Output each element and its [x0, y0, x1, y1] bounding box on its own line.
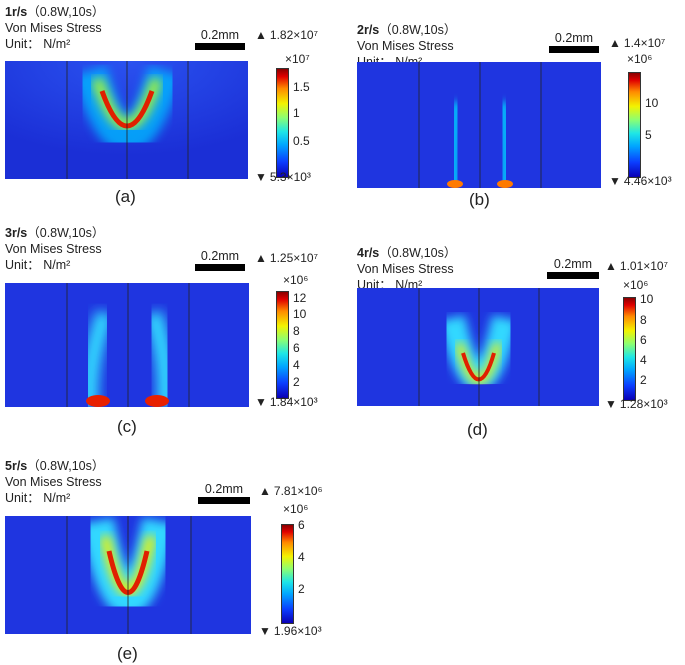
exponent-label: ×10⁶: [283, 273, 309, 287]
down-triangle-icon: ▼: [605, 397, 617, 411]
params-label: （0.8W,10s）: [379, 246, 457, 260]
tick-label: 2: [293, 375, 300, 389]
panel-header: 5r/s（0.8W,10s） Von Mises Stress Unit： N/…: [5, 458, 104, 506]
stress-field-plot: [357, 62, 601, 188]
stress-field-svg: [5, 516, 251, 634]
tick-label: 6: [293, 341, 300, 355]
panel-d: 4r/s（0.8W,10s） Von Mises Stress Unit： N/…: [357, 245, 685, 460]
exponent-label: ×10⁶: [623, 278, 649, 292]
color-bar: [276, 291, 289, 399]
up-triangle-icon: ▲: [259, 484, 271, 498]
exponent-label: ×10⁶: [627, 52, 653, 66]
panel-a: 1r/s（0.8W,10s） Von Mises Stress Unit： N/…: [5, 4, 345, 219]
speed-label: 3r/s: [5, 226, 28, 240]
speed-label: 1r/s: [5, 5, 28, 19]
stress-field-svg: [357, 62, 601, 188]
tick-label: 10: [640, 292, 654, 306]
scale-bar: 0.2mm: [195, 249, 245, 271]
down-triangle-icon: ▼: [255, 395, 267, 409]
panel-header: 3r/s（0.8W,10s） Von Mises Stress Unit： N/…: [5, 225, 104, 273]
panel-e: 5r/s（0.8W,10s） Von Mises Stress Unit： N/…: [5, 458, 345, 665]
up-triangle-icon: ▲: [255, 251, 267, 265]
tick-label: 1.5: [293, 80, 310, 94]
down-triangle-icon: ▼: [609, 174, 621, 188]
max-label: ▲ 1.82×10⁷: [255, 28, 318, 42]
color-bar: [281, 524, 294, 624]
up-triangle-icon: ▲: [605, 259, 617, 273]
unit-label: Unit： N/m²: [5, 491, 71, 505]
panel-caption: (e): [117, 644, 138, 663]
tick-label: 10: [293, 307, 307, 321]
scale-bar: 0.2mm: [198, 482, 250, 504]
panel-header: 1r/s（0.8W,10s） Von Mises Stress Unit： N/…: [5, 4, 104, 52]
tick-label: 4: [293, 358, 300, 372]
panel-c: 3r/s（0.8W,10s） Von Mises Stress Unit： N/…: [5, 225, 345, 440]
stress-title: Von Mises Stress: [5, 21, 102, 35]
tick-label: 6: [298, 518, 305, 532]
stress-title: Von Mises Stress: [357, 39, 454, 53]
stress-field-plot: [357, 288, 599, 406]
speed-label: 2r/s: [357, 23, 380, 37]
up-triangle-icon: ▲: [609, 36, 621, 50]
down-triangle-icon: ▼: [255, 170, 267, 184]
speed-label: 4r/s: [357, 246, 380, 260]
min-label: ▼ 4.46×10³: [609, 174, 672, 188]
tick-label: 12: [293, 291, 307, 305]
tick-label: 4: [298, 550, 305, 564]
stress-field-plot: [5, 283, 249, 407]
stress-title: Von Mises Stress: [5, 242, 102, 256]
scale-bar: 0.2mm: [549, 31, 599, 53]
tick-label: 2: [640, 373, 647, 387]
panel-caption: (b): [469, 190, 490, 209]
color-bar: [628, 72, 641, 178]
stress-field-svg: [5, 283, 249, 407]
stress-title: Von Mises Stress: [5, 475, 102, 489]
color-bar: [623, 297, 636, 401]
panel-b: 2r/s（0.8W,10s） Von Mises Stress Unit： N/…: [357, 22, 685, 237]
stress-field-svg: [5, 61, 248, 179]
tick-label: 10: [645, 96, 659, 110]
up-triangle-icon: ▲: [255, 28, 267, 42]
params-label: （0.8W,10s）: [27, 5, 105, 19]
max-label: ▲ 1.4×10⁷: [609, 36, 666, 50]
exponent-label: ×10⁶: [283, 502, 309, 516]
min-label: ▼ 1.84×10³: [255, 395, 318, 409]
scale-bar: 0.2mm: [195, 28, 245, 50]
tick-label: 5: [645, 128, 652, 142]
speed-label: 5r/s: [5, 459, 28, 473]
tick-label: 8: [293, 324, 300, 338]
min-label: ▼ 1.96×10³: [259, 624, 322, 638]
params-label: （0.8W,10s）: [379, 23, 457, 37]
tick-label: 8: [640, 313, 647, 327]
panel-caption: (d): [467, 420, 488, 439]
stress-field-svg: [357, 288, 599, 406]
min-label: ▼ 5.3×10³: [255, 170, 311, 184]
params-label: （0.8W,10s）: [27, 459, 105, 473]
tick-label: 2: [298, 582, 305, 596]
panel-caption: (c): [117, 417, 137, 436]
max-label: ▲ 7.81×10⁶: [259, 484, 323, 498]
params-label: （0.8W,10s）: [27, 226, 105, 240]
unit-label: Unit： N/m²: [5, 258, 71, 272]
tick-label: 1: [293, 106, 300, 120]
stress-title: Von Mises Stress: [357, 262, 454, 276]
max-label: ▲ 1.01×10⁷: [605, 259, 668, 273]
stress-field-plot: [5, 516, 251, 634]
tick-label: 6: [640, 333, 647, 347]
unit-label: Unit： N/m²: [5, 37, 71, 51]
stress-field-plot: [5, 61, 248, 179]
tick-label: 4: [640, 353, 647, 367]
panel-caption: (a): [115, 187, 136, 206]
panel-header: 4r/s（0.8W,10s） Von Mises Stress Unit： N/…: [357, 245, 456, 293]
scale-bar: 0.2mm: [547, 257, 599, 279]
down-triangle-icon: ▼: [259, 624, 271, 638]
max-label: ▲ 1.25×10⁷: [255, 251, 318, 265]
exponent-label: ×10⁷: [285, 52, 310, 66]
min-label: ▼ 1.28×10³: [605, 397, 668, 411]
tick-label: 0.5: [293, 134, 310, 148]
color-bar: [276, 68, 289, 178]
